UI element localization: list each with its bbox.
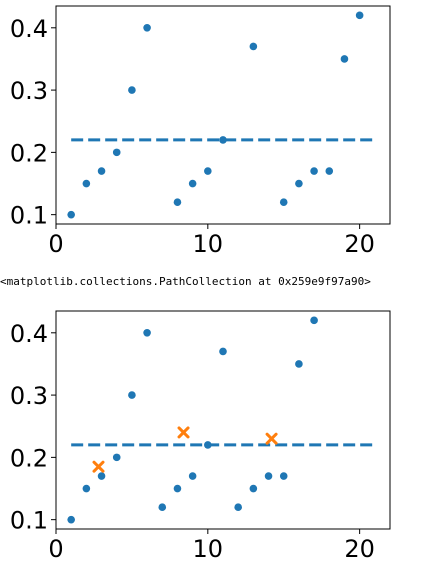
scatter-point	[173, 198, 182, 206]
scatter-point	[82, 484, 91, 493]
x-marker	[265, 432, 278, 445]
scatter-point	[279, 472, 288, 480]
scatter-point	[295, 179, 303, 188]
x-tick-label: 10	[193, 230, 224, 258]
scatter-point	[219, 136, 227, 144]
scatter-point	[112, 453, 121, 462]
x-tick-label: 0	[48, 230, 63, 258]
scatter-point	[219, 347, 227, 356]
scatter-point	[325, 167, 334, 175]
scatter-point	[249, 484, 258, 493]
scatter-point	[97, 167, 106, 175]
y-tick-label: 0.2	[10, 444, 48, 472]
x-tick-label: 10	[193, 535, 224, 563]
x-tick-label: 20	[344, 535, 375, 563]
scatter-point	[264, 472, 273, 480]
scatter-point	[204, 167, 212, 175]
y-tick-label: 0.1	[10, 202, 48, 230]
scatter-point	[128, 86, 136, 94]
scatter-point	[295, 360, 303, 368]
y-tick-label: 0.1	[10, 507, 48, 535]
scatter-point	[234, 503, 242, 511]
scatter-point	[204, 441, 212, 449]
bottom-scatter-chart: 0 10 20 0.1 0.2 0.3 0.4	[10, 310, 391, 563]
scatter-point	[340, 55, 349, 63]
x-marker	[177, 426, 190, 439]
scatter-point	[67, 210, 75, 219]
scatter-point	[310, 316, 318, 325]
scatter-point	[128, 391, 136, 399]
x-tick-label: 0	[48, 535, 63, 563]
y-tick-label: 0.4	[10, 320, 48, 348]
scatter-point	[112, 148, 121, 157]
scatter-point	[143, 24, 151, 32]
x-tick-label: 20	[344, 230, 375, 258]
y-tick-label: 0.3	[10, 77, 48, 105]
y-tick-label: 0.3	[10, 382, 48, 410]
x-marker	[92, 460, 105, 473]
scatter-point	[355, 11, 364, 20]
scatter-point	[67, 515, 75, 524]
scatter-point	[158, 503, 167, 511]
scatter-point	[173, 484, 182, 493]
top-scatter-chart: 0 10 20 0.1 0.2 0.3 0.4	[10, 5, 391, 258]
axes-frame	[55, 310, 391, 530]
y-tick-label: 0.2	[10, 139, 48, 167]
scatter-point	[82, 179, 91, 188]
scatter-point	[310, 167, 318, 175]
scatter-point	[279, 198, 288, 206]
scatter-point	[249, 42, 258, 51]
axes-frame	[55, 5, 391, 225]
scatter-point	[97, 472, 106, 480]
cell-output-text: <matplotlib.collections.PathCollection a…	[0, 275, 371, 288]
y-tick-label: 0.4	[10, 15, 48, 43]
scatter-point	[143, 329, 151, 337]
scatter-point	[188, 179, 197, 188]
scatter-point	[188, 472, 197, 480]
